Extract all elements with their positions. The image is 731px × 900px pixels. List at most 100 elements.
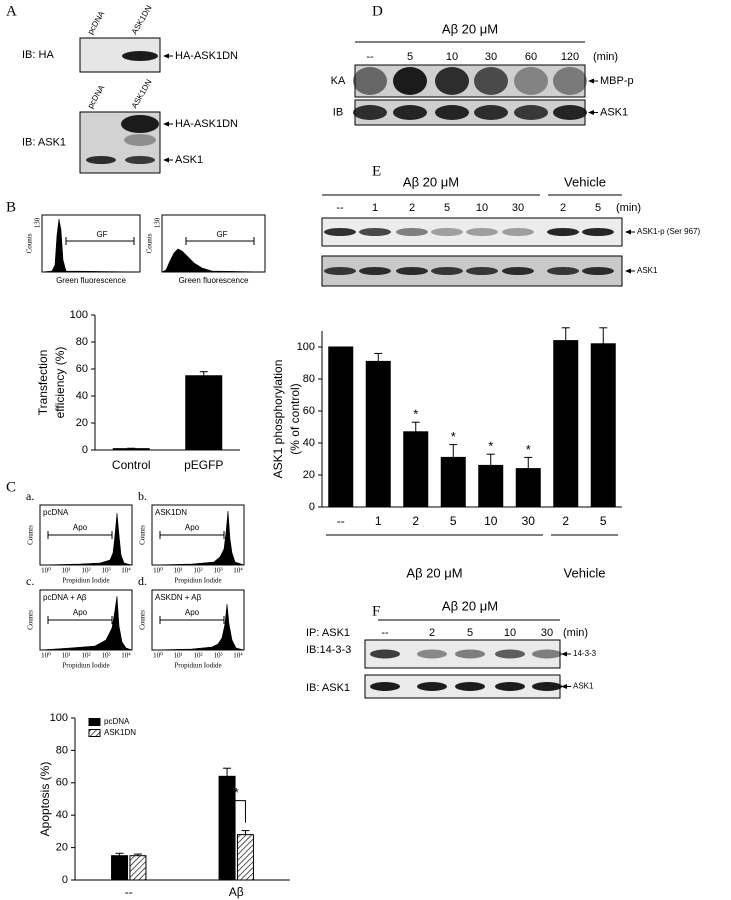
x-tick-label: 10⁴: [233, 567, 243, 575]
subpanel-tag: a.: [26, 489, 34, 503]
histogram: [39, 512, 133, 566]
y-tick-label: 40: [303, 437, 315, 449]
y-axis-label: Counts: [26, 233, 34, 253]
panel-label: E: [372, 163, 381, 179]
x-tick-label: 10: [484, 514, 498, 528]
arrow: [625, 268, 631, 274]
x-tick-label: 10³: [213, 652, 222, 660]
time-label: 2: [409, 202, 415, 214]
band: [466, 228, 498, 236]
y-tick-label: 60: [303, 405, 315, 417]
y-axis-label: Apoptosis (%): [38, 762, 52, 837]
band-label: ASK1: [175, 154, 203, 166]
band: [532, 649, 562, 659]
bar: [185, 375, 223, 451]
antibody-label: IB: ASK1: [306, 682, 350, 694]
bar: [403, 431, 429, 508]
subpanel-tag: b.: [138, 489, 147, 503]
antibody-label: IB:14-3-3: [306, 644, 351, 656]
unit-label: (min): [593, 51, 618, 63]
bar: [218, 775, 236, 881]
band: [417, 649, 447, 659]
band: [396, 267, 428, 275]
x-tick-label: 10⁰: [41, 567, 51, 575]
histogram: [151, 603, 245, 651]
x-tick-label: Aβ: [229, 885, 244, 899]
lane-label: ASK1DN: [130, 4, 154, 36]
significance-mark: *: [413, 407, 418, 422]
significance-mark: *: [451, 429, 456, 444]
band: [495, 649, 525, 659]
histogram: [41, 218, 141, 273]
band: [124, 134, 156, 146]
band: [121, 115, 159, 133]
lane-label: ASK1DN: [130, 78, 154, 110]
subpanel-tag: d.: [138, 574, 147, 588]
legend-swatch: [88, 729, 101, 737]
lane-label: pcDNA: [86, 83, 107, 110]
arrow: [588, 78, 594, 84]
bar: [553, 340, 579, 508]
y-axis-label: ASK1 phosphorylation: [271, 360, 285, 479]
bar: [111, 855, 129, 881]
histogram: [39, 595, 133, 651]
x-tick-label: 2: [562, 514, 569, 528]
x-tick-label: 10⁰: [41, 652, 51, 660]
x-tick-label: 10¹: [61, 567, 70, 575]
band: [393, 67, 427, 95]
blot: [354, 64, 586, 98]
arrow: [163, 53, 169, 59]
band: [547, 267, 579, 275]
x-tick-label: 10¹: [173, 567, 182, 575]
band: [393, 105, 427, 120]
x-tick-label: 10⁴: [121, 567, 131, 575]
band-label: HA-ASK1DN: [175, 50, 238, 62]
band: [417, 682, 447, 691]
band: [370, 682, 400, 691]
arrow: [588, 110, 594, 115]
band: [582, 228, 614, 236]
bar: [365, 360, 391, 508]
band-label: 14-3-3: [573, 649, 597, 658]
y-axis-label: efficiency (%): [53, 347, 67, 419]
treatment-label: Aβ 20 μM: [442, 21, 498, 36]
panel-label: A: [6, 3, 17, 19]
bar: [590, 343, 616, 508]
bar: [440, 456, 466, 508]
panel-label: F: [372, 603, 380, 619]
band: [514, 105, 548, 120]
band: [431, 267, 463, 275]
x-tick-label: 10¹: [61, 652, 70, 660]
blot: [354, 99, 586, 126]
bar: [515, 468, 541, 508]
x-tick-label: 5: [450, 514, 457, 528]
band: [582, 267, 614, 275]
band: [125, 156, 155, 164]
sample-label: ASK1DN: [155, 508, 187, 517]
legend-swatch: [88, 718, 101, 726]
y-axis-label: Counts: [27, 525, 35, 545]
gate-label: GF: [216, 230, 227, 239]
x-tick-label: 10²: [193, 567, 202, 575]
band: [435, 105, 469, 120]
antibody-label: KA: [331, 75, 346, 87]
y-tick-label: 60: [56, 777, 68, 789]
time-label: 10: [504, 627, 516, 639]
x-tick-label: 1: [375, 514, 382, 528]
group-label: Vehicle: [564, 565, 606, 580]
x-tick-label: 10¹: [173, 652, 182, 660]
y-tick-label: 80: [76, 336, 88, 348]
treatment-label: Aβ 20 μM: [442, 598, 498, 613]
y-tick-label: 100: [297, 341, 315, 353]
significance-mark: *: [488, 439, 493, 454]
band: [466, 267, 498, 275]
band: [553, 67, 587, 95]
group-label: Vehicle: [564, 174, 606, 189]
band: [502, 267, 534, 275]
band: [474, 105, 508, 120]
y-tick-label: 80: [56, 744, 68, 756]
time-label: 60: [525, 51, 537, 63]
band: [122, 51, 158, 61]
